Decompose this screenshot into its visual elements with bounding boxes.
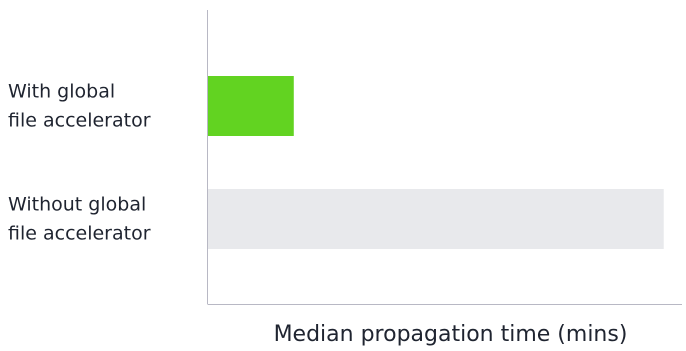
category-label-0: With global file accelerator <box>8 81 151 132</box>
category-label-line: file accelerator <box>8 110 151 132</box>
bar-1 <box>207 189 664 249</box>
category-label-line: With global <box>8 81 115 103</box>
category-label-line: Without global <box>8 194 146 216</box>
x-axis-title: Median propagation time (mins) <box>274 322 628 347</box>
category-label-1: Without global file accelerator <box>8 194 151 245</box>
bar-0 <box>207 76 294 136</box>
bars-layer <box>207 76 664 249</box>
category-label-line: file accelerator <box>8 223 151 245</box>
